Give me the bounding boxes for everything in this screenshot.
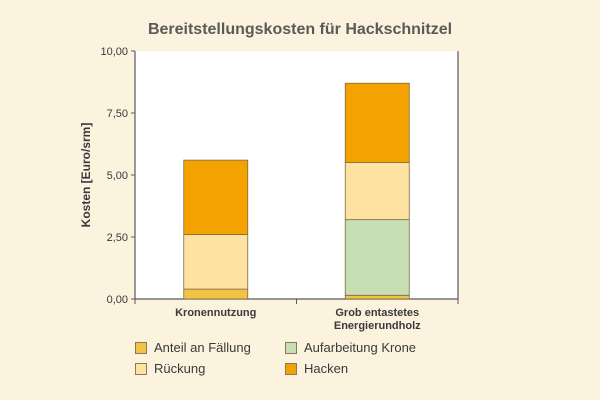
y-axis-label: Kosten [Euro/srm] — [79, 123, 93, 228]
bar-segment — [183, 234, 249, 290]
bar-segment — [344, 82, 410, 163]
legend-swatch-aufarbeitung-krone — [285, 341, 297, 354]
legend-label-anteil-an-faellung: Anteil an Fällung — [154, 340, 251, 355]
bar-segment — [344, 294, 410, 300]
bar-segment — [344, 219, 410, 296]
legend: Anteil an Fällung Aufarbeitung Krone Rüc… — [135, 340, 455, 376]
x-tick-label: Energierundholz — [334, 320, 421, 332]
legend-label-rueckung: Rückung — [154, 361, 206, 376]
y-tick-label: 5,00 — [107, 170, 128, 182]
y-tick-label: 2,50 — [107, 232, 128, 244]
legend-label-aufarbeitung-krone: Aufarbeitung Krone — [304, 340, 417, 355]
legend-swatch-hacken — [285, 362, 297, 375]
bar-segment — [183, 288, 249, 300]
bar-segment — [183, 159, 249, 235]
x-tick-label: Grob entastetes — [335, 307, 419, 319]
bar-segment — [344, 162, 410, 221]
legend-label-hacken: Hacken — [304, 361, 349, 376]
legend-item-aufarbeitung-krone: Aufarbeitung Krone — [285, 340, 445, 355]
legend-item-rueckung: Rückung — [135, 361, 285, 376]
chart-title: Bereitstellungskosten für Hackschnitzel — [148, 21, 452, 38]
y-tick-label: 10,00 — [100, 46, 128, 58]
y-tick-label: 0,00 — [107, 294, 128, 306]
legend-item-anteil-an-faellung: Anteil an Fällung — [135, 340, 285, 355]
legend-swatch-anteil-an-faellung — [135, 341, 147, 354]
y-tick-label: 7,50 — [107, 108, 128, 120]
legend-item-hacken: Hacken — [285, 361, 445, 376]
x-tick-label: Kronennutzung — [175, 307, 256, 319]
legend-swatch-rueckung — [135, 362, 147, 375]
